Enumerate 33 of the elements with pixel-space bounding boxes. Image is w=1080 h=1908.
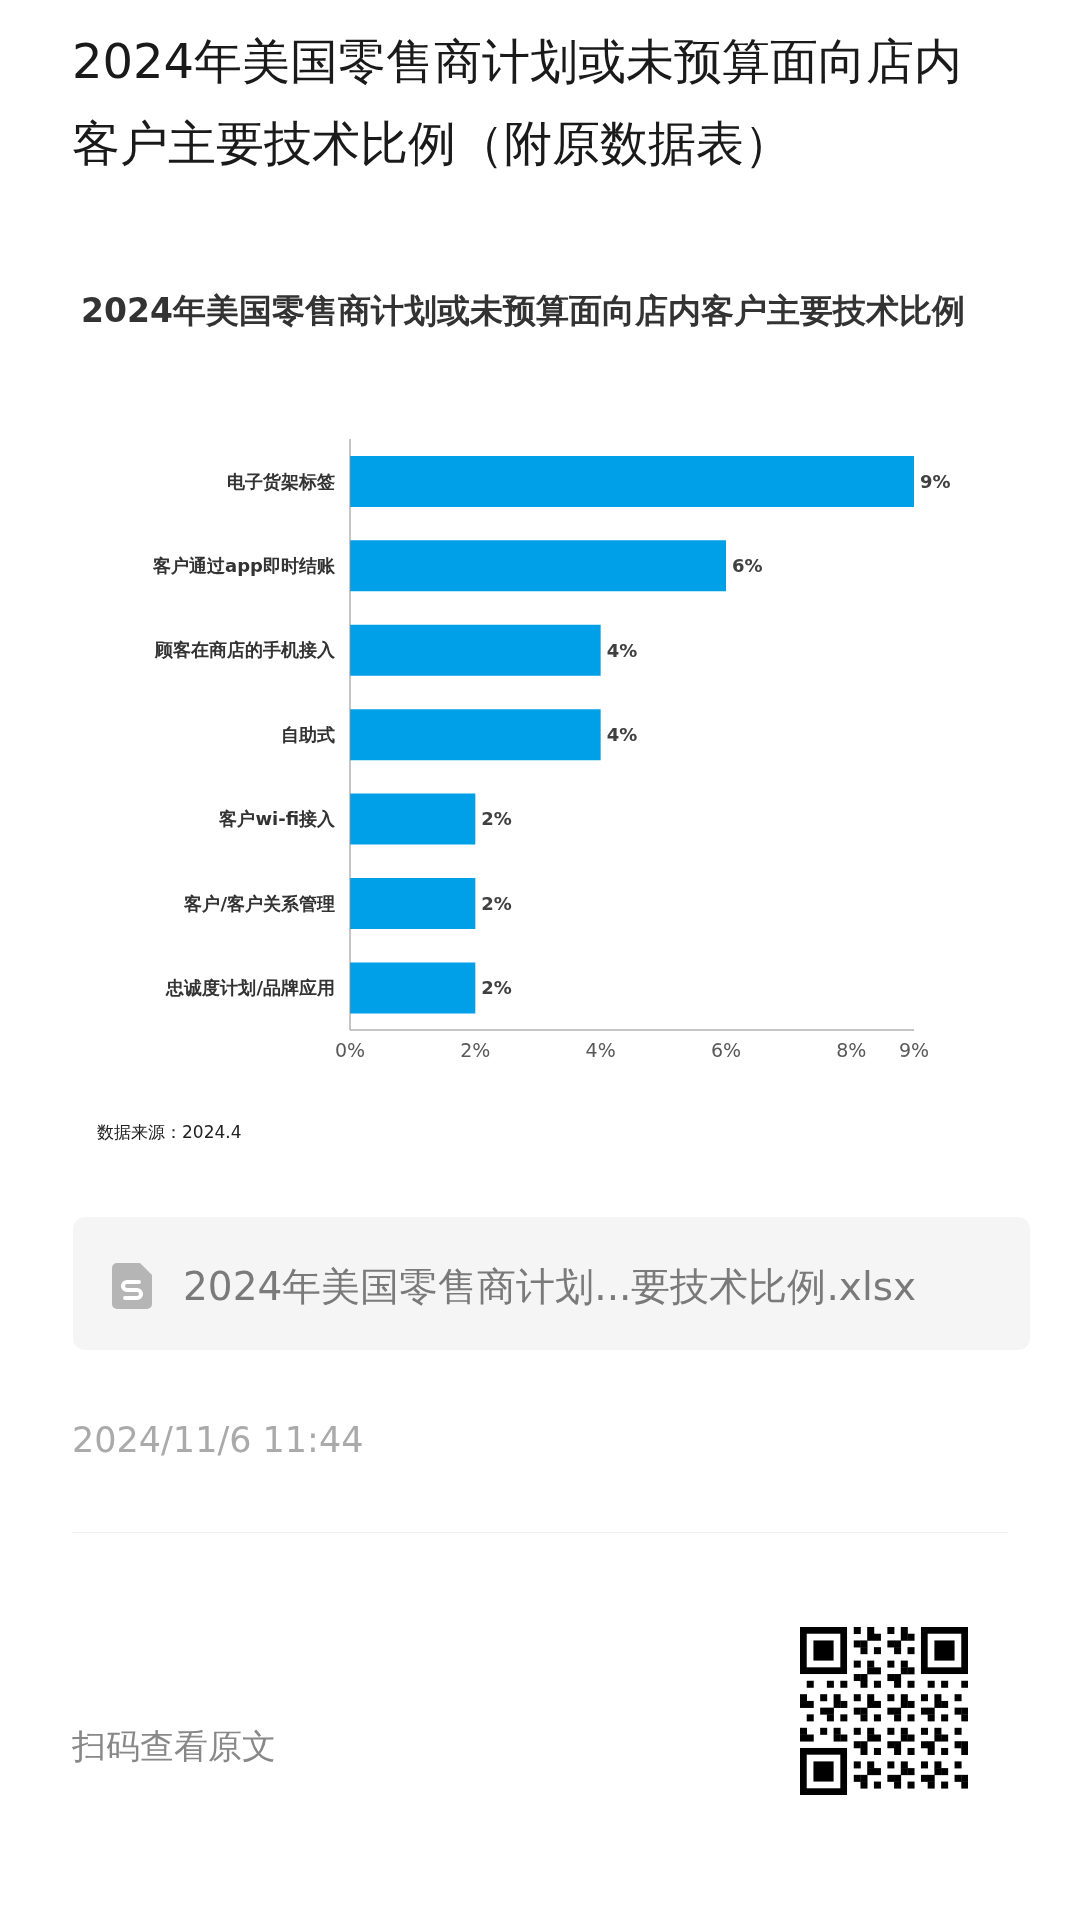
data-label: 2%	[481, 892, 512, 914]
source-note: 数据来源：2024.4	[97, 1121, 242, 1144]
y-tick-label: 忠诚度计划/品牌应用	[165, 977, 335, 999]
bar	[350, 793, 476, 845]
x-tick-label: 4%	[585, 1039, 616, 1062]
chart-title: 2024年美国零售商计划或未预算面向店内客户主要技术比例（附原数据表）	[72, 32, 964, 173]
y-tick-label: 客户/客户关系管理	[183, 892, 335, 914]
data-label: 2%	[481, 977, 512, 999]
y-tick-label: 自助式	[281, 723, 335, 745]
data-label: 9%	[920, 470, 951, 492]
data-label: 6%	[732, 555, 763, 577]
text: 2024/11/6 11:44	[72, 1419, 364, 1462]
x-tick-label: 2%	[460, 1039, 491, 1062]
data-label: 4%	[606, 724, 638, 746]
data-label: 2%	[481, 808, 512, 830]
text: 2024年美国零售商计划...要技术比例.xlsx	[183, 1263, 917, 1311]
x-tick-label: 0%	[334, 1039, 366, 1062]
bar	[350, 455, 914, 507]
y-tick-label: 电子货架标签	[227, 470, 335, 492]
bar	[350, 878, 476, 930]
text: 扫码查看原文	[72, 1725, 276, 1768]
x-tick-label: 8%	[836, 1039, 867, 1062]
bar	[350, 709, 601, 761]
y-tick-label: 客户wi-fi接入	[218, 808, 336, 830]
bar	[350, 962, 476, 1014]
y-tick-label: 客户通过app即时结账	[152, 555, 336, 577]
x-tick-label: 9%	[898, 1039, 930, 1062]
bar	[350, 540, 726, 592]
chart-subtitle: 2024年美国零售商计划或未预算面向店内客户主要技术比例	[80, 290, 966, 332]
data-label: 4%	[606, 639, 638, 661]
y-tick-label: 顾客在商店的手机接入	[154, 639, 336, 661]
bar	[350, 624, 601, 676]
x-tick-label: 6%	[710, 1039, 742, 1062]
